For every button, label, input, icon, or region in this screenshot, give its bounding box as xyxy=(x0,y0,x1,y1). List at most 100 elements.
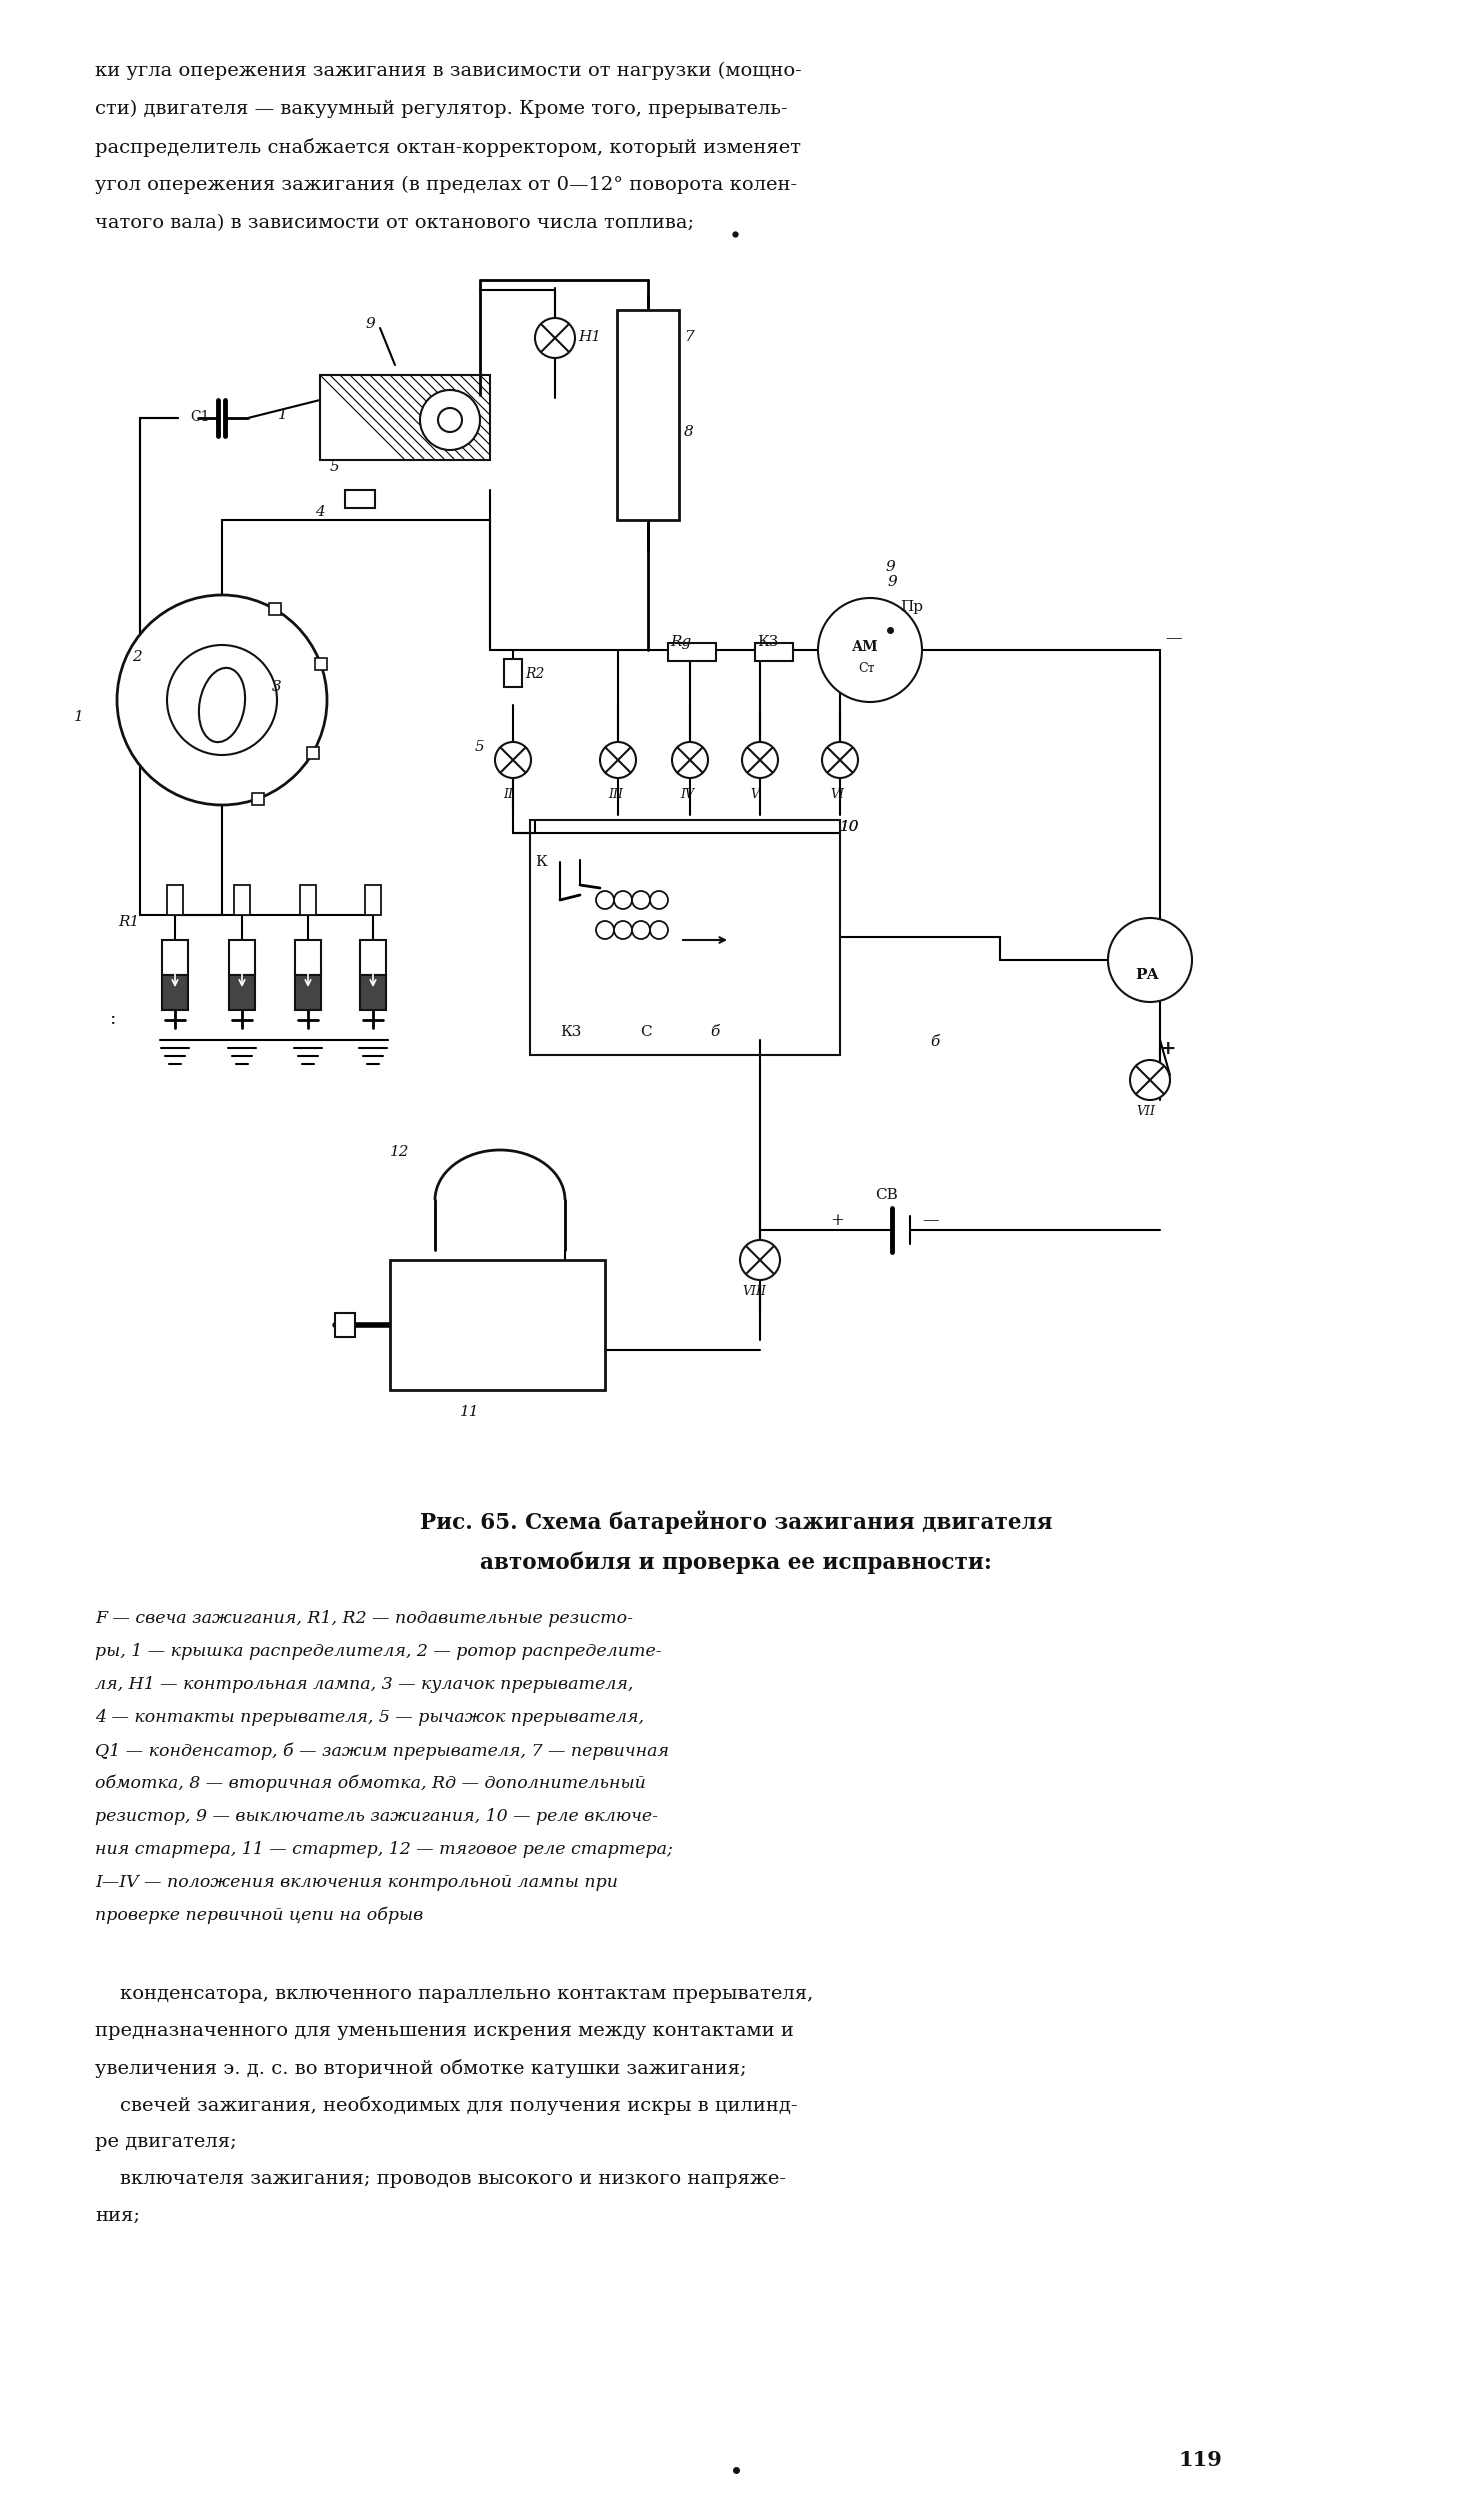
Circle shape xyxy=(534,317,576,357)
Circle shape xyxy=(631,921,651,938)
Text: VI: VI xyxy=(830,789,843,801)
Text: сти) двигателя — вакуумный регулятор. Кроме того, прерыватель-: сти) двигателя — вакуумный регулятор. Кр… xyxy=(96,100,788,117)
Bar xyxy=(755,644,793,661)
Text: V: V xyxy=(751,789,760,801)
Text: проверке первичной цепи на обрыв: проверке первичной цепи на обрыв xyxy=(96,1907,424,1924)
Circle shape xyxy=(651,921,668,938)
Text: ки угла опережения зажигания в зависимости от нагрузки (мощно-: ки угла опережения зажигания в зависимос… xyxy=(96,62,802,80)
Bar xyxy=(365,886,381,916)
Bar xyxy=(336,1313,355,1338)
Bar xyxy=(361,941,386,976)
Text: 1: 1 xyxy=(278,407,287,422)
Bar xyxy=(234,886,250,916)
Text: 5: 5 xyxy=(475,739,484,754)
Text: К3: К3 xyxy=(757,634,779,649)
Text: Q1 — конденсатор, б — зажим прерывателя, 7 — первичная: Q1 — конденсатор, б — зажим прерывателя,… xyxy=(96,1742,668,1760)
Text: автомобиля и проверка ее исправности:: автомобиля и проверка ее исправности: xyxy=(480,1553,992,1575)
Text: РА: РА xyxy=(1135,968,1158,981)
Text: II: II xyxy=(503,789,514,801)
Circle shape xyxy=(651,891,668,909)
Circle shape xyxy=(596,891,614,909)
Text: 9: 9 xyxy=(888,574,898,589)
Text: VII: VII xyxy=(1136,1106,1156,1118)
Text: 8: 8 xyxy=(684,424,693,439)
Circle shape xyxy=(1108,919,1192,1001)
Text: H1: H1 xyxy=(578,329,601,344)
Circle shape xyxy=(495,741,531,779)
Circle shape xyxy=(673,741,708,779)
Bar xyxy=(344,489,375,509)
Text: ре двигателя;: ре двигателя; xyxy=(96,2134,237,2152)
Text: Пр: Пр xyxy=(899,599,923,614)
Text: АМ: АМ xyxy=(852,639,879,654)
Bar xyxy=(530,821,841,1056)
Text: ры, 1 — крышка распределителя, 2 — ротор распределите-: ры, 1 — крышка распределителя, 2 — ротор… xyxy=(96,1642,661,1660)
Text: F — свеча зажигания, R1, R2 — подавительные резисто-: F — свеча зажигания, R1, R2 — подавитель… xyxy=(96,1610,633,1627)
Text: угол опережения зажигания (в пределах от 0—12° поворота колен-: угол опережения зажигания (в пределах от… xyxy=(96,177,798,195)
Bar xyxy=(390,1260,605,1390)
Text: увеличения э. д. с. во вторичной обмотке катушки зажигания;: увеличения э. д. с. во вторичной обмотке… xyxy=(96,2059,746,2079)
Bar xyxy=(300,886,316,916)
Text: обмотка, 8 — вторичная обмотка, Rд — дополнительный: обмотка, 8 — вторичная обмотка, Rд — доп… xyxy=(96,1775,646,1792)
Text: 11: 11 xyxy=(459,1405,480,1420)
Text: I—IV — положения включения контрольной лампы при: I—IV — положения включения контрольной л… xyxy=(96,1874,618,1892)
Text: 12: 12 xyxy=(390,1146,409,1158)
Text: ния;: ния; xyxy=(96,2206,140,2224)
Text: :: : xyxy=(110,1011,116,1028)
Text: СВ: СВ xyxy=(874,1188,898,1203)
Text: 4 — контакты прерывателя, 5 — рычажок прерывателя,: 4 — контакты прерывателя, 5 — рычажок пр… xyxy=(96,1710,645,1727)
Circle shape xyxy=(166,644,277,754)
Text: 4: 4 xyxy=(315,504,325,519)
Circle shape xyxy=(614,921,631,938)
Circle shape xyxy=(420,389,480,449)
Text: —: — xyxy=(1164,629,1182,646)
Bar xyxy=(230,941,255,976)
Circle shape xyxy=(818,599,921,701)
Circle shape xyxy=(116,594,327,806)
Text: VIII: VIII xyxy=(742,1285,765,1298)
Text: резистор, 9 — выключатель зажигания, 10 — реле включе-: резистор, 9 — выключатель зажигания, 10 … xyxy=(96,1807,658,1825)
Bar xyxy=(617,310,679,519)
Text: б: б xyxy=(930,1036,939,1048)
Text: +: + xyxy=(1160,1041,1176,1058)
Circle shape xyxy=(740,1241,780,1280)
Circle shape xyxy=(614,891,631,909)
Text: конденсатора, включенного параллельно контактам прерывателя,: конденсатора, включенного параллельно ко… xyxy=(96,1984,813,2002)
Text: 10: 10 xyxy=(841,821,860,834)
Bar xyxy=(294,976,321,1011)
Text: Рис. 65. Схема батарейного зажигания двигателя: Рис. 65. Схема батарейного зажигания дви… xyxy=(420,1510,1052,1533)
Bar xyxy=(308,746,319,759)
Bar xyxy=(162,941,188,976)
Text: чатого вала) в зависимости от октанового числа топлива;: чатого вала) в зависимости от октанового… xyxy=(96,215,695,232)
Text: распределитель снабжается октан-корректором, который изменяет: распределитель снабжается октан-корректо… xyxy=(96,137,801,157)
Bar xyxy=(361,976,386,1011)
Bar xyxy=(252,794,263,804)
Ellipse shape xyxy=(199,669,246,741)
Text: R1: R1 xyxy=(118,916,140,929)
Circle shape xyxy=(821,741,858,779)
Circle shape xyxy=(631,891,651,909)
Text: 5: 5 xyxy=(330,459,340,474)
Text: IV: IV xyxy=(680,789,693,801)
Circle shape xyxy=(439,407,462,432)
Bar xyxy=(162,976,188,1011)
Bar xyxy=(319,374,490,459)
Circle shape xyxy=(596,921,614,938)
Text: б: б xyxy=(710,1026,720,1038)
Bar xyxy=(294,941,321,976)
Text: ля, H1 — контрольная лампа, 3 — кулачок прерывателя,: ля, H1 — контрольная лампа, 3 — кулачок … xyxy=(96,1675,633,1692)
Circle shape xyxy=(742,741,779,779)
Text: 9: 9 xyxy=(365,317,375,332)
Text: ния стартера, 11 — стартер, 12 — тяговое реле стартера;: ния стартера, 11 — стартер, 12 — тяговое… xyxy=(96,1842,673,1857)
Bar xyxy=(315,659,327,669)
Bar xyxy=(230,976,255,1011)
Text: включателя зажигания; проводов высокого и низкого напряже-: включателя зажигания; проводов высокого … xyxy=(96,2169,786,2189)
Text: 9: 9 xyxy=(885,559,895,574)
Text: 2: 2 xyxy=(132,649,141,664)
Circle shape xyxy=(601,741,636,779)
Text: R2: R2 xyxy=(526,666,545,681)
Text: К: К xyxy=(534,856,546,869)
Bar xyxy=(268,604,281,614)
Text: 119: 119 xyxy=(1178,2451,1222,2471)
Text: 10: 10 xyxy=(841,821,860,834)
